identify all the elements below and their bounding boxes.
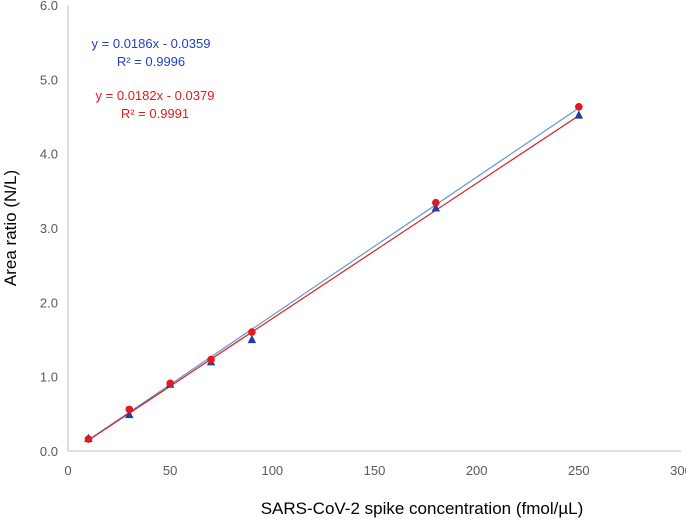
circle-marker bbox=[432, 198, 440, 207]
x-tick-label: 250 bbox=[568, 463, 590, 478]
circle-marker bbox=[207, 355, 215, 364]
x-tick-label: 300 bbox=[670, 463, 686, 478]
red-equation-label: y = 0.0182x - 0.0379 bbox=[96, 88, 215, 103]
red-r2-label: R² = 0.9991 bbox=[121, 106, 189, 121]
circle-marker bbox=[575, 103, 583, 111]
trendline-red bbox=[88, 115, 580, 441]
circle-marker bbox=[248, 328, 256, 336]
triangle-marker bbox=[125, 409, 134, 419]
y-tick-label: 3.0 bbox=[40, 221, 58, 236]
x-tick-labels: 0 50 100 150 200 250 300 bbox=[64, 463, 686, 478]
x-tick-label: 50 bbox=[163, 463, 177, 478]
trendline-blue bbox=[88, 107, 580, 441]
x-tick-label: 200 bbox=[466, 463, 488, 478]
x-tick-label: 150 bbox=[364, 463, 386, 478]
y-tick-label: 4.0 bbox=[40, 147, 58, 162]
triangle-marker bbox=[574, 110, 584, 119]
circle-marker bbox=[84, 435, 93, 443]
circle-marker bbox=[166, 379, 174, 388]
y-tick-label: 5.0 bbox=[40, 72, 58, 87]
trendlines bbox=[88, 107, 580, 441]
triangle-marker bbox=[431, 203, 440, 212]
trendline-annotations: y = 0.0186x - 0.0359 R² = 0.9996 y = 0.0… bbox=[92, 36, 215, 121]
y-tick-label: 2.0 bbox=[40, 295, 58, 310]
x-tick-label: 100 bbox=[261, 463, 283, 478]
y-tick-label: 0.0 bbox=[40, 444, 58, 459]
y-tick-label: 1.0 bbox=[40, 370, 58, 385]
y-tick-label: 6.0 bbox=[40, 0, 58, 13]
circle-marker bbox=[125, 405, 134, 414]
data-markers bbox=[84, 103, 584, 443]
x-axis-title: SARS-CoV-2 spike concentration (fmol/µL) bbox=[261, 499, 584, 518]
y-tick-labels: 0.0 1.0 2.0 3.0 4.0 5.0 6.0 bbox=[40, 0, 58, 459]
blue-equation-label: y = 0.0186x - 0.0359 bbox=[92, 36, 211, 51]
x-tick-label: 0 bbox=[64, 463, 71, 478]
triangle-marker bbox=[247, 334, 257, 344]
y-axis-title: Area ratio (N/L) bbox=[1, 170, 20, 286]
axes bbox=[67, 5, 681, 452]
blue-r2-label: R² = 0.9996 bbox=[117, 54, 185, 69]
